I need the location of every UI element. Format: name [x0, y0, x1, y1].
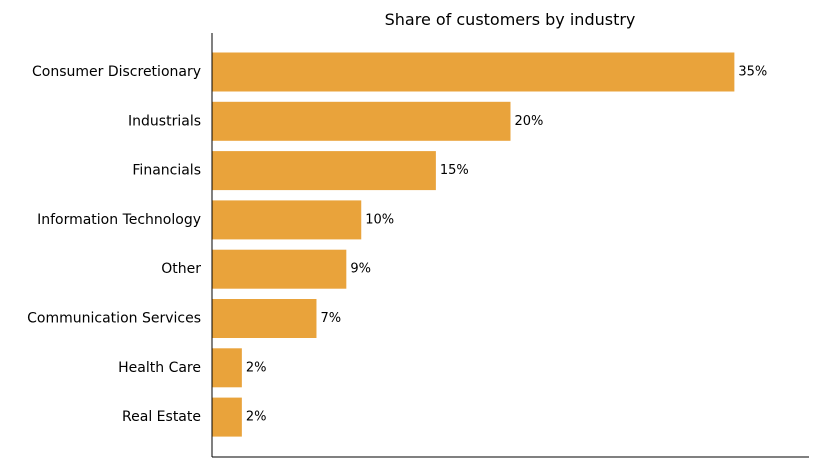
category-label: Other — [161, 261, 201, 277]
bar — [212, 299, 317, 338]
category-label: Information Technology — [37, 212, 201, 228]
value-labels-group: 35% 20% 15% 10% 9% 7% 2% 2% — [246, 65, 767, 425]
category-label: Consumer Discretionary — [32, 64, 201, 80]
chart-title: Share of customers by industry — [385, 10, 636, 29]
value-label: 7% — [320, 311, 341, 326]
value-label: 2% — [246, 410, 267, 425]
value-label: 10% — [365, 212, 394, 227]
category-label: Communication Services — [27, 311, 201, 327]
value-label: 20% — [515, 114, 544, 129]
category-labels-group: Consumer Discretionary Industrials Financi… — [27, 64, 201, 425]
bar — [212, 151, 436, 191]
bars-group — [212, 52, 735, 437]
value-label: 9% — [350, 262, 371, 277]
category-label: Financials — [132, 163, 201, 179]
bar — [212, 52, 735, 92]
value-label: 2% — [246, 360, 267, 375]
value-label: 35% — [738, 65, 767, 80]
category-label: Industrials — [128, 113, 201, 129]
value-label: 15% — [440, 163, 469, 178]
bar — [212, 101, 511, 141]
category-label: Real Estate — [122, 409, 201, 425]
bar — [212, 397, 242, 437]
bar — [212, 348, 242, 388]
category-label: Health Care — [118, 360, 201, 376]
bar — [212, 200, 362, 240]
bar — [212, 249, 347, 289]
